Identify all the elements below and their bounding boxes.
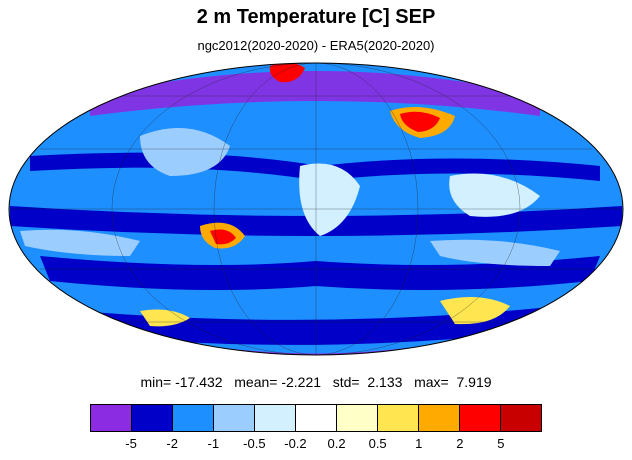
- colorbar-swatch: [460, 405, 501, 431]
- colorbar-tick-label: 2: [456, 436, 464, 451]
- colorbar-tick-label: -5: [125, 436, 137, 451]
- colorbar-swatch: [378, 405, 419, 431]
- north-america-light: [140, 128, 230, 176]
- indian-light: [430, 239, 560, 266]
- colorbar-tick-label: -1: [207, 436, 220, 451]
- greenland-warm: [269, 63, 305, 83]
- colorbar-tick-label: 5: [497, 436, 505, 451]
- min-value: -17.432: [175, 374, 223, 390]
- min-label: min=: [140, 374, 172, 390]
- chart-subtitle: ngc2012(2020-2020) - ERA5(2020-2020): [197, 38, 435, 53]
- std-label: std=: [332, 374, 360, 390]
- pacific-light: [20, 229, 140, 256]
- colorbar-swatch: [419, 405, 460, 431]
- southern-ocean-warm-east: [440, 297, 510, 325]
- colorbar-swatch: [132, 405, 173, 431]
- colorbar-swatch: [91, 405, 132, 431]
- global-map: [8, 62, 624, 356]
- colorbar-tick-label: -2: [166, 436, 178, 451]
- colorbar-swatch: [501, 405, 541, 431]
- colorbar-swatch: [255, 405, 296, 431]
- southern-ocean-cold: [80, 306, 560, 345]
- siberia-warm-core: [400, 111, 440, 132]
- max-label: max=: [414, 374, 449, 390]
- midlat-south-cold: [40, 256, 600, 290]
- mean-label: mean=: [234, 374, 278, 390]
- graticule: [9, 63, 623, 355]
- map-border: [8, 62, 624, 356]
- colorbar-tick-label: -0.2: [284, 436, 307, 451]
- colorbar-tick-label: -0.5: [243, 436, 266, 451]
- colorbar-swatch: [337, 405, 378, 431]
- colorbar-swatch: [173, 405, 214, 431]
- colorbar-swatch: [296, 405, 337, 431]
- max-value: 7.919: [456, 374, 492, 390]
- chart-title: 2 m Temperature [C] SEP: [196, 6, 436, 28]
- std-value: 2.133: [367, 374, 403, 390]
- colorbar-tick-label: 1: [415, 436, 423, 451]
- colorbar: [90, 404, 542, 432]
- arctic-region: [90, 71, 540, 116]
- africa-light: [299, 163, 360, 236]
- mean-value: -2.221: [281, 374, 322, 390]
- colorbar-tick-label: 0.2: [327, 436, 346, 451]
- colorbar-tick-label: 0.5: [368, 436, 387, 451]
- stats-line: min= -17.432 mean= -2.221 std= 2.133 max…: [0, 374, 632, 390]
- colorbar-swatch: [214, 405, 255, 431]
